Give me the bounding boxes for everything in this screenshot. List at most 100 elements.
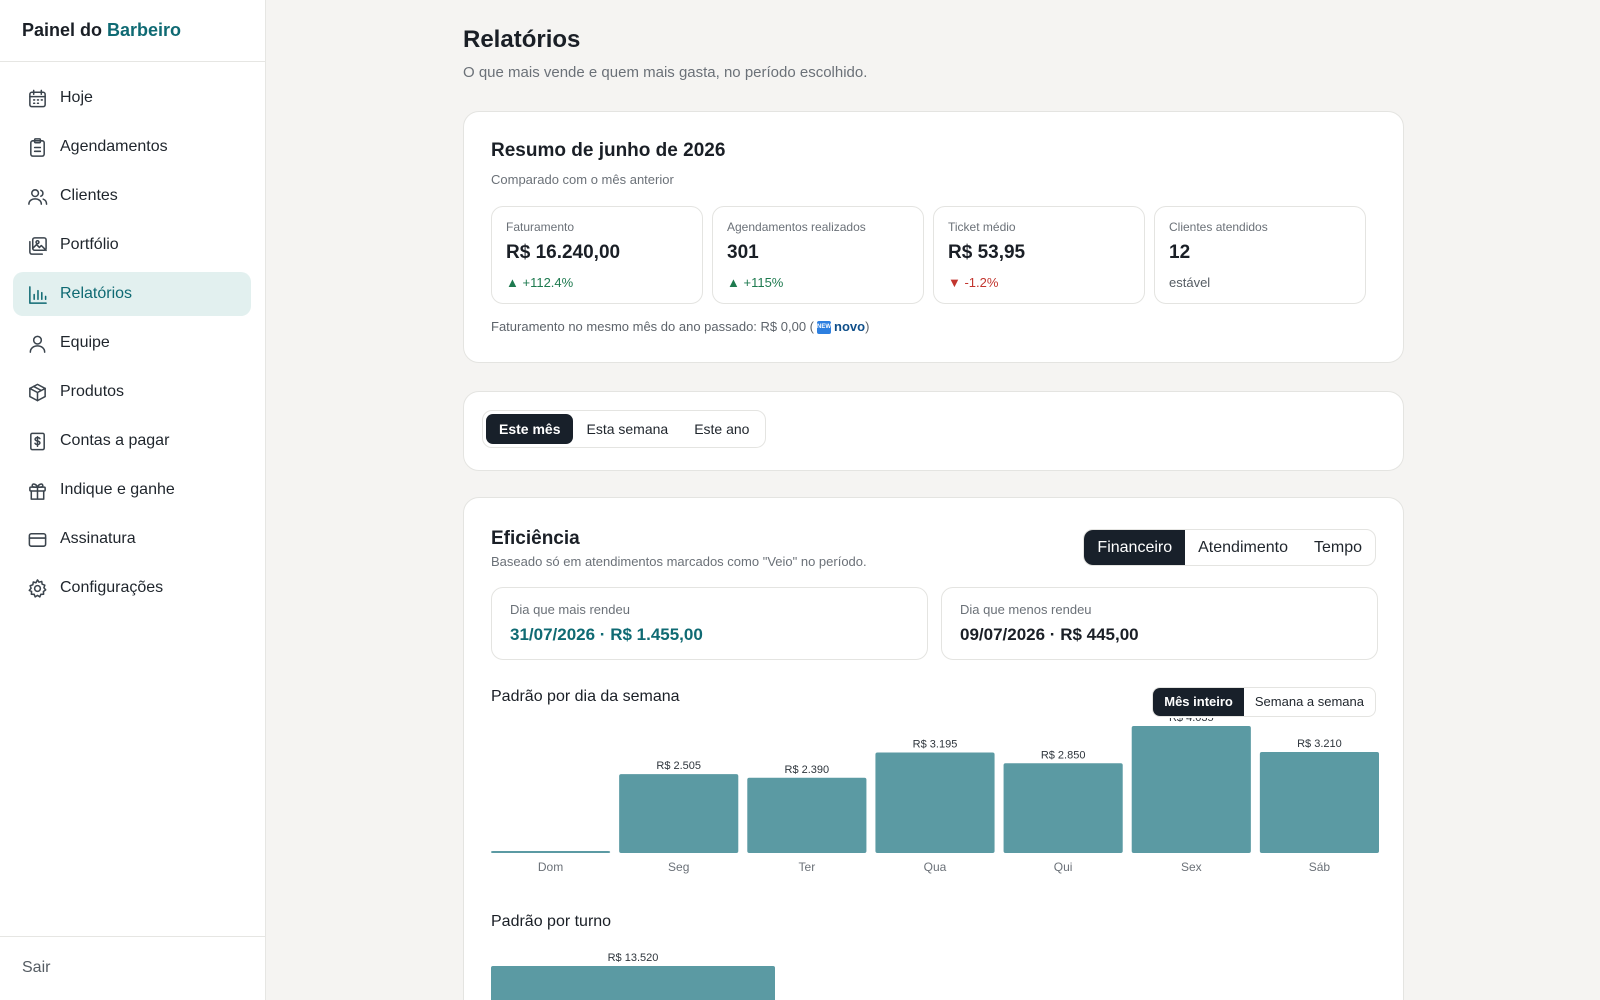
sidebar-item-equipe[interactable]: Equipe xyxy=(13,321,251,365)
bar-sáb[interactable] xyxy=(1259,751,1379,853)
calendar-icon xyxy=(26,87,48,109)
toggle-whole-month[interactable]: Mês inteiro xyxy=(1153,688,1244,716)
worst-day-value: 09/07/2026 · R$ 445,00 xyxy=(960,625,1139,644)
tab-tempo[interactable]: Tempo xyxy=(1313,539,1362,556)
efficiency-subtitle: Baseado só em atendimentos marcados como… xyxy=(491,554,867,569)
sidebar-nav: Hoje Agendamentos Clientes Portfólio Relatór… xyxy=(0,62,265,610)
sidebar-item-label: Indique e ganhe xyxy=(60,481,175,498)
bar-dom[interactable] xyxy=(491,851,611,853)
brand-prefix: Painel do xyxy=(22,20,103,40)
kpi-card-average-ticket: Ticket médio R$ 53,95 ▼ -1.2% xyxy=(933,206,1145,304)
shift-bar-chart: R$ 13.520 xyxy=(491,952,775,1000)
receipt-icon xyxy=(26,430,48,452)
kpi-value: 301 xyxy=(727,242,759,263)
page-title: Relatórios xyxy=(463,26,581,53)
sidebar-item-label: Produtos xyxy=(60,383,125,400)
weekday-chart-title: Padrão por dia da semana xyxy=(491,688,680,705)
x-tick-label: Qua xyxy=(924,860,947,874)
sidebar-item-indique-e-ganhe[interactable]: Indique e ganhe xyxy=(13,468,251,512)
bar-seg[interactable] xyxy=(619,774,739,853)
bar-value-label: R$ 2.390 xyxy=(785,764,830,776)
bar-value-label: R$ 2.850 xyxy=(1041,749,1086,761)
kpi-card-appointments: Agendamentos realizados 301 ▲ +115% xyxy=(712,206,924,304)
efficiency-card: Eficiência Baseado só em atendimentos ma… xyxy=(463,497,1404,1000)
sidebar-item-label: Clientes xyxy=(60,187,118,204)
gift-icon xyxy=(26,479,48,501)
box-icon xyxy=(26,381,48,403)
bar-value-label: R$ 3.210 xyxy=(1297,738,1342,750)
users-icon xyxy=(26,185,48,207)
sidebar-item-agendamentos[interactable]: Agendamentos xyxy=(13,125,251,169)
sidebar-item-label: Configurações xyxy=(60,579,164,596)
weekday-bar-chart: Dom R$ 2.505 Seg R$ 2.390 Ter R$ 3.195 Qua R$ 2… xyxy=(491,718,1379,874)
kpi-value: R$ 53,95 xyxy=(948,242,1026,263)
footer-suffix: ) xyxy=(865,319,870,334)
images-icon xyxy=(26,234,48,256)
period-this-year[interactable]: Este ano xyxy=(694,421,750,437)
bar-chart-icon xyxy=(26,283,48,305)
page-subtitle: O que mais vende e quem mais gasta, no p… xyxy=(463,64,868,81)
sidebar-item-relatorios[interactable]: Relatórios xyxy=(13,272,251,316)
period-this-month[interactable]: Este mês xyxy=(486,414,574,444)
best-day-value: 31/07/2026 · R$ 1.455,00 xyxy=(510,625,703,644)
bar-qua[interactable] xyxy=(875,752,995,853)
brand-logo[interactable]: Painel do Barbeiro xyxy=(0,0,265,62)
kpi-label: Agendamentos realizados xyxy=(727,220,866,234)
bar-value-label: R$ 13.520 xyxy=(608,952,659,964)
bar-value-label: R$ 2.505 xyxy=(656,760,701,772)
sidebar-item-produtos[interactable]: Produtos xyxy=(13,370,251,414)
kpi-card-clients: Clientes atendidos 12 estável xyxy=(1154,206,1366,304)
footer-text: Faturamento no mesmo mês do ano passado:… xyxy=(491,319,815,334)
x-tick-label: Sex xyxy=(1181,860,1202,874)
summary-footer: Faturamento no mesmo mês do ano passado:… xyxy=(491,319,870,335)
new-badge-icon: NEW xyxy=(817,321,832,335)
user-icon xyxy=(26,332,48,354)
bar-qui[interactable] xyxy=(1003,763,1123,853)
period-this-week[interactable]: Esta semana xyxy=(586,421,669,437)
bar-value-label: R$ 4.035 xyxy=(1169,718,1214,724)
sidebar-item-clientes[interactable]: Clientes xyxy=(13,174,251,218)
worst-day-label: Dia que menos rendeu xyxy=(960,602,1092,617)
sidebar-item-label: Agendamentos xyxy=(60,138,168,155)
sidebar-item-label: Equipe xyxy=(60,334,110,351)
summary-subtitle: Comparado com o mês anterior xyxy=(491,172,674,187)
sidebar-item-label: Portfólio xyxy=(60,236,119,253)
shift-bar[interactable] xyxy=(491,966,775,1000)
kpi-delta: ▲ +115% xyxy=(727,275,784,290)
sidebar-item-hoje[interactable]: Hoje xyxy=(13,76,251,120)
credit-card-icon xyxy=(26,528,48,550)
efficiency-title: Eficiência xyxy=(491,528,580,549)
kpi-card-revenue: Faturamento R$ 16.240,00 ▲ +112.4% xyxy=(491,206,703,304)
sidebar-item-label: Contas a pagar xyxy=(60,432,170,449)
summary-card: Resumo de junho de 2026 Comparado com o … xyxy=(463,111,1404,363)
kpi-delta: ▼ -1.2% xyxy=(948,275,999,290)
x-tick-label: Dom xyxy=(538,860,563,874)
sidebar-item-configuracoes[interactable]: Configurações xyxy=(13,566,251,610)
tab-financeiro[interactable]: Financeiro xyxy=(1084,530,1186,565)
sidebar-item-label: Assinatura xyxy=(60,530,136,547)
efficiency-tabs: Financeiro Atendimento Tempo xyxy=(1083,529,1376,566)
sidebar-item-label: Hoje xyxy=(60,89,93,106)
period-card: Este mês Esta semana Este ano xyxy=(463,391,1404,471)
period-selector: Este mês Esta semana Este ano xyxy=(482,410,767,448)
kpi-delta: estável xyxy=(1169,275,1211,290)
sidebar-item-portfolio[interactable]: Portfólio xyxy=(13,223,251,267)
x-tick-label: Sáb xyxy=(1309,860,1331,874)
kpi-delta: ▲ +112.4% xyxy=(506,275,574,290)
bar-sex[interactable] xyxy=(1131,726,1251,853)
sidebar-item-label: Relatórios xyxy=(60,285,133,302)
toggle-week-by-week[interactable]: Semana a semana xyxy=(1254,694,1364,709)
tab-atendimento[interactable]: Atendimento xyxy=(1198,539,1288,556)
weekday-view-toggle: Mês inteiro Semana a semana xyxy=(1152,687,1376,717)
sidebar-item-contas-a-pagar[interactable]: Contas a pagar xyxy=(13,419,251,463)
x-tick-label: Ter xyxy=(799,860,816,874)
footer-novo: novo xyxy=(834,319,866,334)
bar-value-label: R$ 3.195 xyxy=(913,738,958,750)
kpi-label: Faturamento xyxy=(506,220,575,234)
kpi-value: 12 xyxy=(1169,242,1191,263)
sidebar-item-assinatura[interactable]: Assinatura xyxy=(13,517,251,561)
shift-chart-title: Padrão por turno xyxy=(491,913,612,930)
gear-icon xyxy=(26,577,48,599)
bar-ter[interactable] xyxy=(747,777,867,853)
logout-button[interactable]: Sair xyxy=(22,959,51,976)
